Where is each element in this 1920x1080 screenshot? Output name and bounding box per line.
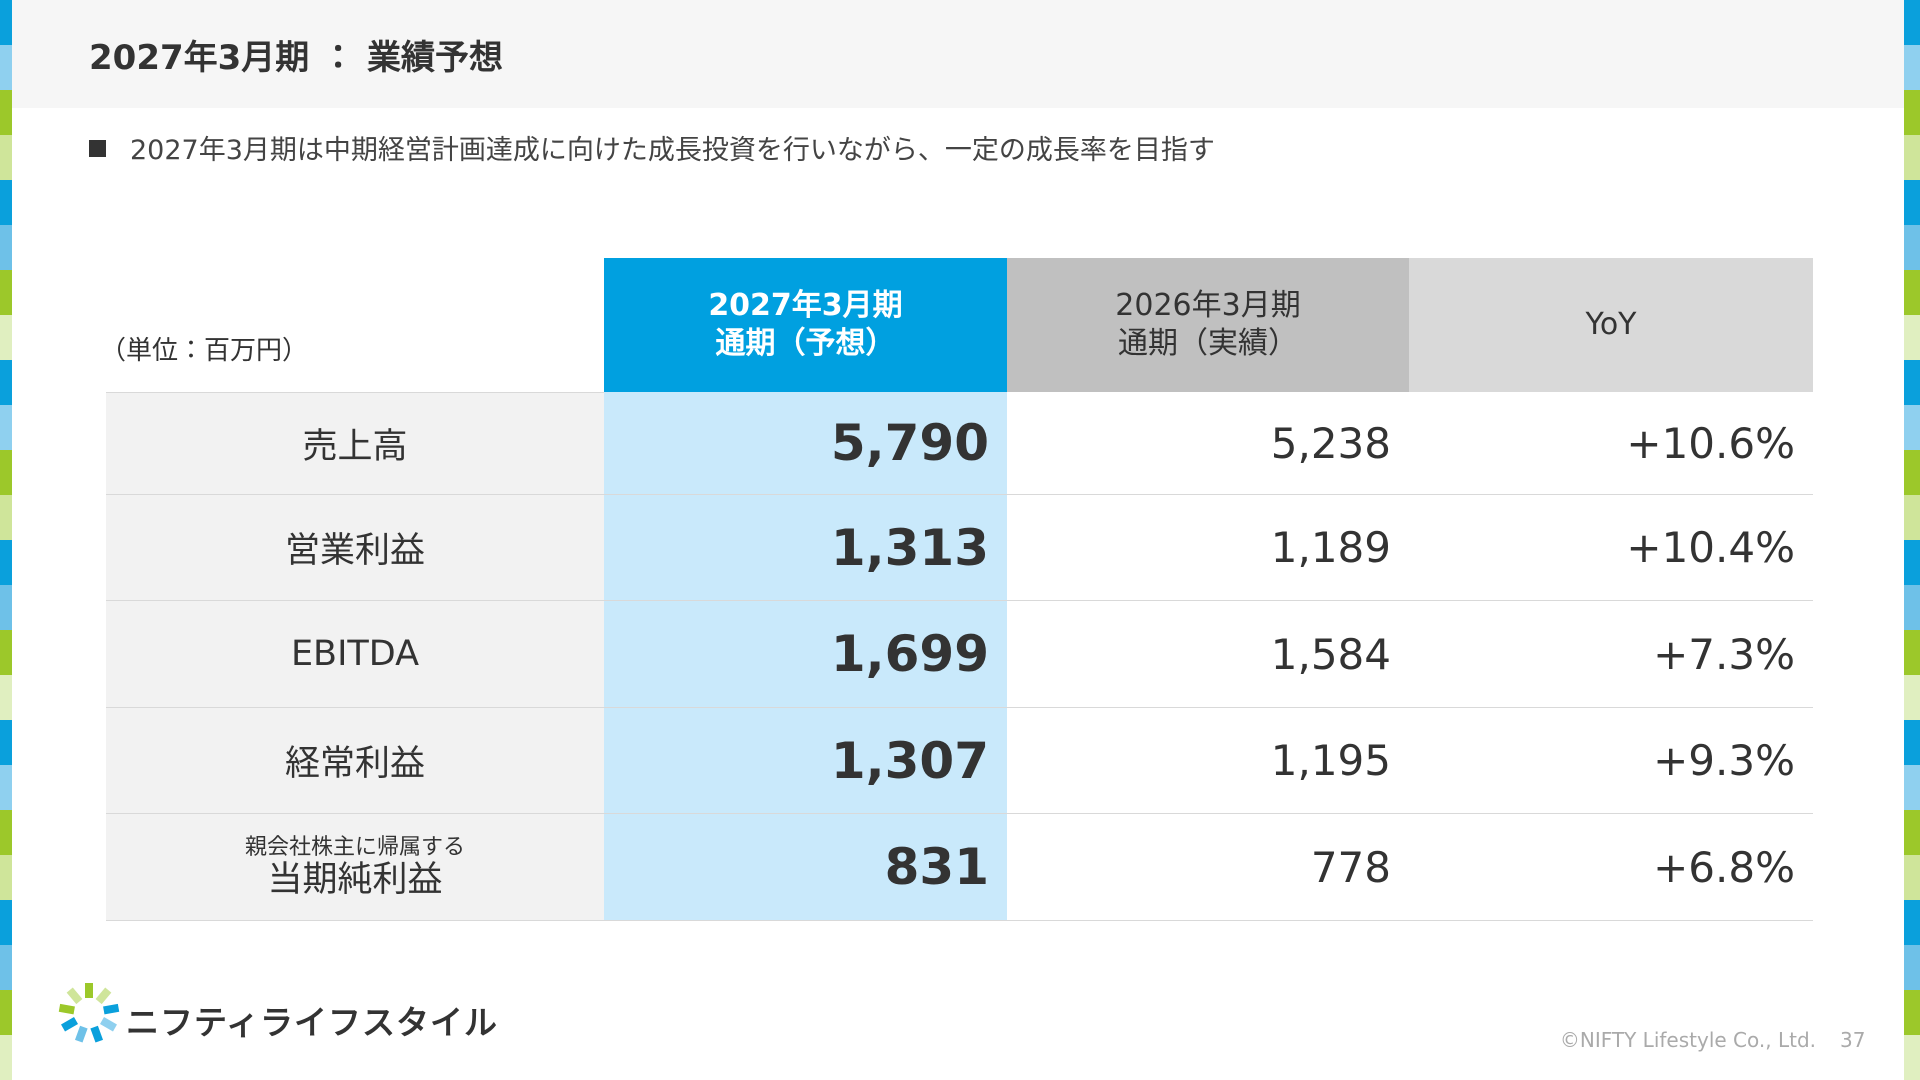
column-header-line: 2027年3月期: [708, 288, 903, 323]
column-header-line: 2026年3月期: [1115, 288, 1301, 323]
column-header-line: 通期（予想）: [715, 326, 896, 361]
table-value: 1,195: [1007, 708, 1409, 814]
table-value: 831: [604, 814, 1007, 921]
column-header: 2027年3月期 通期（予想）: [604, 258, 1007, 392]
row-label: 売上高: [106, 392, 604, 495]
row-label: 営業利益: [106, 495, 604, 601]
table-value: 1,584: [1007, 601, 1409, 708]
column-header-line: 通期（実績）: [1118, 326, 1298, 361]
row-label: 経常利益: [106, 708, 604, 814]
right-stripe: [1904, 0, 1920, 1080]
bullet-text: 2027年3月期は中期経営計画達成に向けた成長投資を行いながら、一定の成長率を目…: [130, 135, 1215, 166]
table-value: 778: [1007, 814, 1409, 921]
logo-mark: [58, 983, 120, 1043]
table-value: 5,790: [604, 392, 1007, 495]
row-label-text: EBITDA: [290, 634, 420, 674]
row-label-text: 経常利益: [284, 744, 425, 784]
table-value: +6.8%: [1409, 814, 1813, 921]
row-label: EBITDA: [106, 601, 604, 708]
bullet: 2027年3月期は中期経営計画達成に向けた成長投資を行いながら、一定の成長率を目…: [89, 128, 1215, 167]
row-sublabel: 親会社株主に帰属する: [244, 835, 465, 860]
column-header-line: YoY: [1585, 307, 1637, 342]
column-header: YoY: [1409, 258, 1813, 392]
logo-rays: [58, 983, 120, 1043]
unit-label: （単位：百万円）: [100, 336, 309, 366]
left-stripe: [0, 0, 12, 1080]
copyright: ©NIFTY Lifestyle Co., Ltd.: [1559, 1028, 1816, 1052]
table-value: 1,189: [1007, 495, 1409, 601]
table-value: +9.3%: [1409, 708, 1813, 814]
title-bar: [12, 0, 1904, 108]
row-label-text: 当期純利益: [267, 860, 443, 900]
bullet-square: [89, 140, 106, 157]
row-label-text: 営業利益: [284, 531, 425, 571]
table-value: 1,699: [604, 601, 1007, 708]
table-value: +7.3%: [1409, 601, 1813, 708]
slide-title: 2027年3月期 ： 業績予想: [89, 38, 503, 78]
table-value: 1,313: [604, 495, 1007, 601]
row-label-text: 売上高: [302, 427, 408, 467]
row-label: 親会社株主に帰属する 当期純利益: [106, 814, 604, 921]
logo-text: ニフティライフスタイル: [126, 1003, 499, 1042]
page-number: 37: [1840, 1028, 1866, 1052]
table-value: +10.6%: [1409, 392, 1813, 495]
table-value: +10.4%: [1409, 495, 1813, 601]
table-value: 5,238: [1007, 392, 1409, 495]
column-header: 2026年3月期 通期（実績）: [1007, 258, 1409, 392]
table-value: 1,307: [604, 708, 1007, 814]
